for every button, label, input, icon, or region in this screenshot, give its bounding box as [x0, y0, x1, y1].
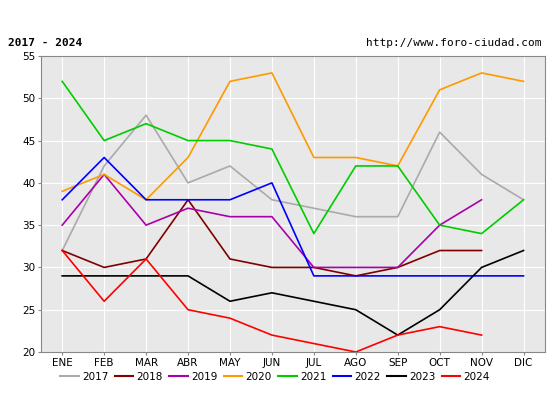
Text: Evolucion del paro registrado en La Alberca: Evolucion del paro registrado en La Albe…	[108, 8, 442, 22]
Legend: 2017, 2018, 2019, 2020, 2021, 2022, 2023, 2024: 2017, 2018, 2019, 2020, 2021, 2022, 2023…	[56, 368, 494, 386]
Text: http://www.foro-ciudad.com: http://www.foro-ciudad.com	[366, 38, 542, 48]
Text: 2017 - 2024: 2017 - 2024	[8, 38, 82, 48]
